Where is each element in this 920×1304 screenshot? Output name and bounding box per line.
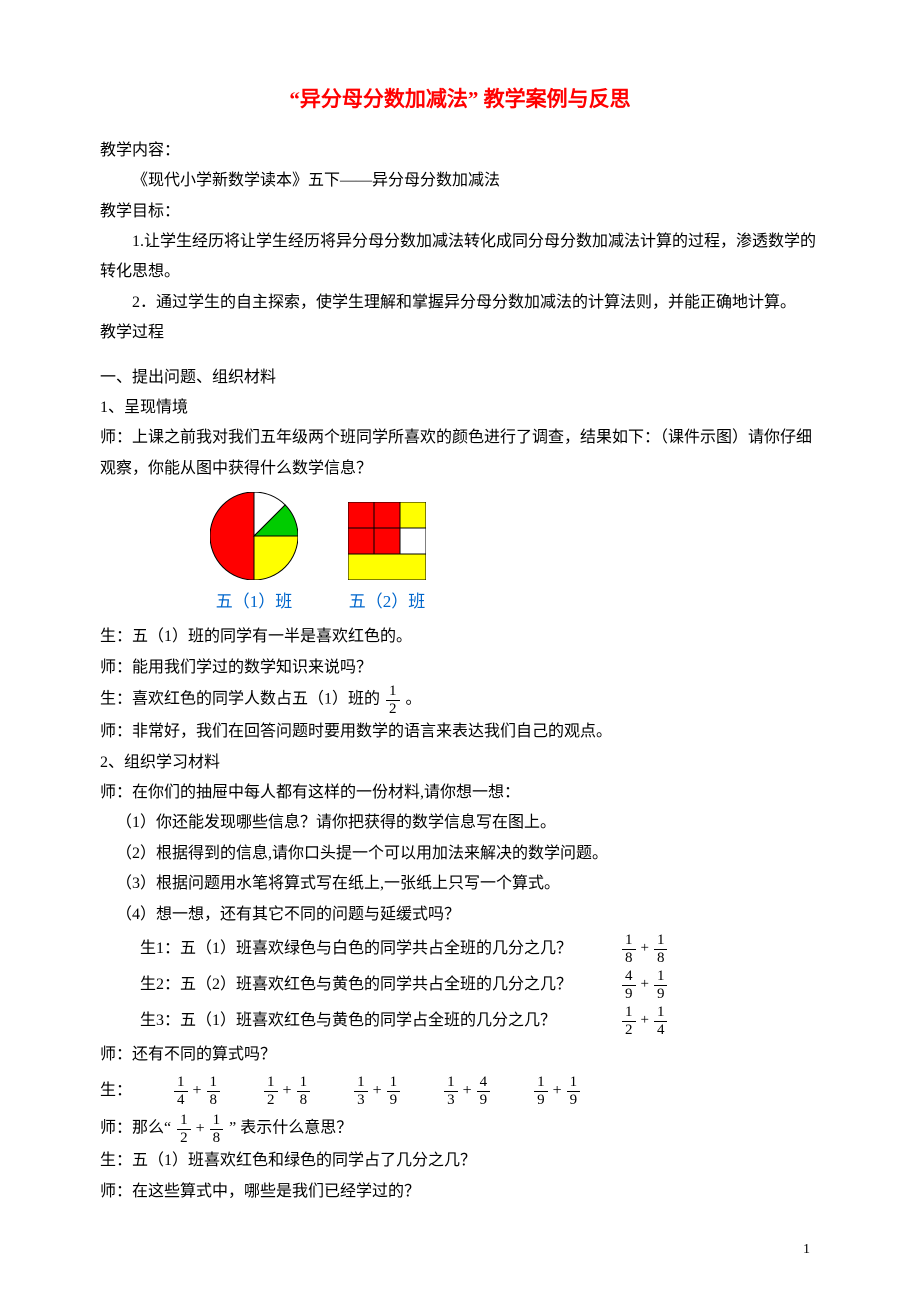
pie-label: 五（1）班 [216,586,293,618]
teacher-line-1: 师：上课之前我对我们五年级两个班同学所喜欢的颜色进行了调查，结果如下：（课件示图… [100,423,820,484]
dialogue-8a: 师：那么“ [100,1120,171,1137]
page-title: “异分母分数加减法” 教学案例与反思 [100,80,820,120]
student-3-row: 生3：五（1）班喜欢红色与黄色的同学占全班的几分之几？ 12+14 [140,1004,820,1038]
square-label: 五（2）班 [349,586,426,618]
student-1-text: 生1：五（1）班喜欢绿色与白色的同学共占全班的几分之几？ [140,934,620,964]
question-3: （3）根据问题用水笔将算式写在纸上,一张纸上只写一个算式。 [100,869,820,899]
section-1-2: 2、组织学习材料 [100,748,820,778]
dialogue-5: 师：在你们的抽屉中每人都有这样的一份材料,请你想一想： [100,778,820,808]
goal-1: 1.让学生经历将让学生经历将异分母分数加减法转化成同分母分数加减法计算的过程，渗… [100,227,820,288]
dialogue-9: 生：五（1）班喜欢红色和绿色的同学占了几分之几？ [100,1146,820,1176]
heading-goal: 教学目标： [100,197,820,227]
expression-line: 生： 14+1812+1813+1913+4919+19 [100,1074,820,1108]
dialogue-8: 师：那么“ 12+18 ” 表示什么意思？ [100,1112,820,1146]
student-2-text: 生2：五（2）班喜欢红色与黄色的同学共占全班的几分之几？ [140,970,620,1000]
heading-content: 教学内容： [100,136,820,166]
page-number: 1 [100,1237,820,1264]
expr-line-label: 生： [100,1076,132,1106]
heading-process: 教学过程 [100,318,820,348]
diagram-row: 五（1）班 五（2）班 [100,492,820,618]
dialogue-6: 师：还有不同的算式吗？ [100,1040,820,1070]
student-2-row: 生2：五（2）班喜欢红色与黄色的同学共占全班的几分之几？ 49+19 [140,968,820,1002]
dialogue-8b: ” 表示什么意思？ [229,1120,352,1137]
student-answers: 生1：五（1）班喜欢绿色与白色的同学共占全班的几分之几？ 18+18 生2：五（… [100,932,820,1038]
expr-list: 14+1812+1813+1913+4919+19 [172,1074,582,1108]
student-2-expr: 49+19 [620,968,669,1002]
dialogue-3: 生：喜欢红色的同学人数占五（1）班的 12 。 [100,683,820,717]
section-1-1: 1、呈现情境 [100,393,820,423]
student-1-expr: 18+18 [620,932,669,966]
content-line: 《现代小学新数学读本》五下——异分母分数加减法 [100,166,820,196]
pie-chart-block: 五（1）班 [210,492,298,618]
dialogue-2: 师：能用我们学过的数学知识来说吗？ [100,653,820,683]
dialogue-3b: 。 [406,691,422,708]
dialogue-8-expr: 12+18 [175,1120,225,1137]
pie-chart [210,492,298,580]
dialogue-1: 生：五（1）班的同学有一半是喜欢红色的。 [100,622,820,652]
dialogue-10: 师：在这些算式中，哪些是我们已经学过的？ [100,1177,820,1207]
goal-2: 2．通过学生的自主探索，使学生理解和掌握异分母分数加减法的计算法则，并能正确地计… [100,288,820,318]
question-1: （1）你还能发现哪些信息？请你把获得的数学信息写在图上。 [100,808,820,838]
question-2: （2）根据得到的信息,请你口头提一个可以用加法来解决的数学问题。 [100,839,820,869]
student-3-expr: 12+14 [620,1004,669,1038]
square-chart-block: 五（2）班 [348,502,426,618]
section-1: 一、提出问题、组织材料 [100,363,820,393]
student-3-text: 生3：五（1）班喜欢红色与黄色的同学占全班的几分之几？ [140,1006,620,1036]
square-chart [348,502,426,580]
student-1-row: 生1：五（1）班喜欢绿色与白色的同学共占全班的几分之几？ 18+18 [140,932,820,966]
dialogue-4: 师：非常好，我们在回答问题时要用数学的语言来表达我们自己的观点。 [100,717,820,747]
dialogue-3a: 生：喜欢红色的同学人数占五（1）班的 [100,691,380,708]
question-4: （4）想一想，还有其它不同的问题与延缓式吗？ [100,900,820,930]
fraction-half: 12 [386,683,400,717]
